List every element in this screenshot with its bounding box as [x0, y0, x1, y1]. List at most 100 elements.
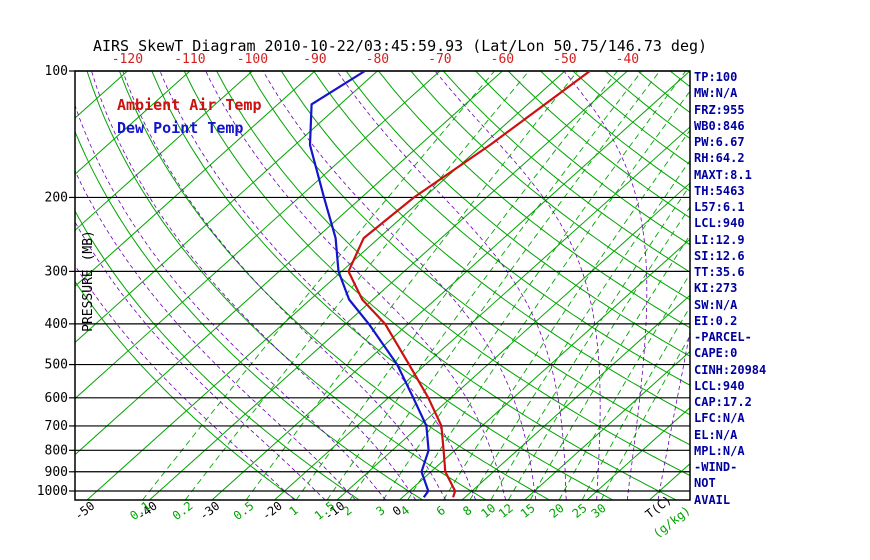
- isotherm-line: [75, 71, 503, 456]
- dry-adiabat-line: [75, 130, 423, 500]
- mixing-ratio-tick-label: 10: [478, 501, 498, 521]
- moist-adiabat-line: [434, 71, 601, 500]
- mixing-ratio-tick-label: 8: [460, 503, 474, 518]
- isotherm-line: [75, 71, 253, 231]
- top-temp-tick-label: -120: [112, 52, 143, 67]
- index-line: WB0:846: [694, 118, 745, 133]
- mixing-ratio-line: [349, 71, 661, 500]
- top-temp-tick-label: -90: [303, 52, 326, 67]
- dry-adiabat-line: [151, 71, 613, 500]
- mixing-ratio-tick-label: 12: [496, 501, 516, 521]
- dry-adiabat-line: [442, 71, 690, 273]
- index-line: LFC:N/A: [694, 411, 745, 426]
- isotherm-line: [75, 71, 128, 119]
- chart-title: AIRS SkewT Diagram 2010-10-22/03:45:59.9…: [92, 37, 708, 55]
- index-line: SI:12.6: [694, 248, 745, 263]
- bottom-temp-tick-label: -30: [197, 499, 223, 523]
- index-line: -PARCEL-: [694, 330, 752, 344]
- legend-ambient-air-temp: Ambient Air Temp: [117, 96, 262, 114]
- bottom-temp-tick-label: -20: [259, 499, 285, 523]
- moist-adiabat-line: [336, 71, 567, 500]
- mixing-ratio-tick-label: 6: [434, 503, 448, 518]
- mixing-ratio-line: [245, 71, 579, 500]
- index-line: L57:6.1: [694, 200, 745, 214]
- pressure-tick-label: 700: [45, 419, 68, 434]
- isotherm-line: [75, 71, 316, 288]
- pressure-tick-label: 300: [45, 264, 68, 279]
- isotherm-line: [75, 71, 378, 344]
- mixing-ratio-line: [326, 71, 643, 500]
- index-line: TH:5463: [694, 183, 745, 198]
- isotherm-line: [211, 71, 690, 500]
- moist-adiabat-line: [75, 221, 326, 500]
- dry-adiabat-line: [410, 71, 690, 301]
- mixing-ratio-line: [443, 129, 690, 500]
- index-line: FRZ:955: [694, 102, 745, 117]
- mixing-ratio-line: [142, 71, 495, 500]
- legend-dew-point-temp: Dew Point Temp: [117, 119, 244, 137]
- isotherm-line: [274, 126, 690, 500]
- mixing-ratio-line: [508, 206, 690, 500]
- dewpoint-trace: [308, 71, 430, 498]
- dry-adiabat-line: [183, 71, 677, 500]
- dry-adiabat-line: [475, 71, 690, 246]
- index-line: RH:64.2: [694, 151, 745, 166]
- dry-adiabat-line: [75, 210, 360, 500]
- mixing-ratio-line: [558, 273, 690, 500]
- dry-adiabat-line: [378, 71, 690, 329]
- index-line: SW:N/A: [694, 297, 738, 312]
- mixing-ratio-tick-label: 0.5: [231, 499, 257, 523]
- plot-border: [74, 70, 691, 501]
- index-line: MPL:N/A: [694, 443, 745, 458]
- moist-adiabat-line: [75, 264, 295, 500]
- isotherm-line: [586, 406, 690, 500]
- isotherm-line: [86, 71, 566, 500]
- mixing-ratio-tick-label: 15: [518, 501, 538, 521]
- mixing-ratio-line: [407, 90, 690, 500]
- pressure-tick-label: 400: [45, 317, 68, 332]
- isotherm-line: [461, 294, 690, 500]
- mixing-ratio-line: [490, 184, 690, 500]
- index-line: MW:N/A: [694, 86, 738, 101]
- isotherm-line: [149, 71, 628, 500]
- mixing-ratio-line: [529, 234, 690, 500]
- index-line: CAPE:0: [694, 346, 738, 361]
- top-temp-tick-label: -110: [174, 52, 205, 67]
- top-temp-tick-label: -40: [616, 52, 639, 67]
- pressure-tick-label: 800: [45, 443, 68, 458]
- dry-adiabat-line: [216, 71, 690, 477]
- grid-layer: [0, 71, 690, 500]
- mixing-ratio-line: [469, 159, 690, 500]
- mixing-ratio-tick-label: 2: [340, 503, 354, 518]
- mixing-ratio-tick-label: 3: [373, 503, 387, 518]
- top-temp-tick-label: -70: [428, 52, 451, 67]
- bottom-temp-tick-label: -50: [72, 499, 98, 523]
- index-line: EL:N/A: [694, 427, 738, 442]
- mixing-ratio-line: [295, 71, 618, 500]
- pressure-tick-label: 900: [45, 465, 68, 480]
- index-line: CAP:17.2: [694, 395, 752, 409]
- isotherm-line: [75, 71, 441, 400]
- isotherm-line: [0, 71, 65, 500]
- mixing-ratio-tick-label: 25: [570, 501, 590, 521]
- dry-adiabat-line: [75, 280, 297, 500]
- pressure-tick-label: 200: [45, 190, 68, 205]
- index-line: TP:100: [694, 70, 738, 84]
- moist-adiabat-line: [262, 71, 537, 500]
- isotherm-line: [524, 350, 690, 500]
- index-line: LCL:940: [694, 216, 745, 231]
- index-line: KI:273: [694, 281, 738, 296]
- pressure-axis-label: PRESSURE (MB): [81, 230, 96, 332]
- index-line: CINH:20984: [694, 362, 767, 377]
- moist-adiabat-line: [91, 71, 417, 500]
- index-line: NOT: [694, 476, 716, 491]
- moist-adiabat-line: [563, 71, 648, 500]
- index-line: PW:6.67: [694, 135, 745, 149]
- index-line: TT:35.6: [694, 265, 745, 279]
- top-temp-tick-label: -100: [237, 52, 268, 67]
- indices-panel: TP:100 MW:N/A FRZ:955 WB0:846 PW:6.67 RH:64.2…: [694, 69, 766, 508]
- index-line: MAXT:8.1: [694, 167, 752, 182]
- pressure-tick-label: 100: [45, 64, 68, 79]
- mixing-ratio-line: [600, 335, 690, 500]
